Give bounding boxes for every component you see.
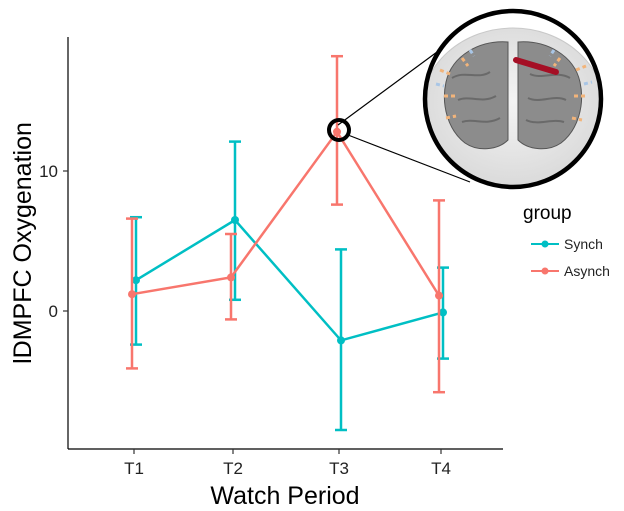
legend-key-asynch: [541, 267, 549, 275]
series-synch: [130, 140, 449, 432]
x-tick-label: T1: [124, 459, 144, 478]
legend: group Synch Asynch: [523, 203, 610, 279]
y-axis-title: lDMPFC Oxygenation: [9, 122, 37, 364]
data-point-asynch-t4: [435, 291, 443, 300]
data-point-asynch-t3: [333, 127, 341, 136]
series-line-synch: [135, 218, 444, 342]
legend-title: group: [523, 203, 572, 224]
legend-key-synch: [541, 240, 549, 248]
highlight-channel: [513, 57, 559, 75]
x-tick-label: T4: [431, 459, 451, 478]
data-point-synch-t2: [231, 216, 239, 224]
data-point-synch-t3: [337, 336, 345, 345]
callout-line-upper: [337, 51, 438, 126]
data-point-asynch-t2: [227, 273, 235, 282]
y-ticks: 0 10: [39, 162, 68, 321]
x-tick-label: T2: [223, 459, 243, 478]
data-point-synch-t4: [439, 308, 447, 317]
y-tick-label: 0: [49, 302, 58, 321]
series-layer: [126, 54, 449, 432]
legend-label-synch: Synch: [564, 236, 603, 252]
y-tick-label: 10: [39, 162, 58, 181]
x-axis-title: Watch Period: [210, 482, 359, 510]
legend-label-asynch: Asynch: [564, 263, 610, 279]
data-point-synch-t1: [132, 276, 140, 285]
series-asynch: [126, 54, 445, 394]
callout-line-lower: [347, 134, 471, 183]
x-ticks: T1 T2 T3 T4: [124, 449, 451, 478]
series-line-asynch: [131, 129, 441, 297]
x-tick-label: T3: [329, 459, 349, 478]
highlight-ring: [327, 118, 351, 142]
brain-inset: [422, 8, 604, 190]
data-point-asynch-t1: [128, 290, 136, 299]
